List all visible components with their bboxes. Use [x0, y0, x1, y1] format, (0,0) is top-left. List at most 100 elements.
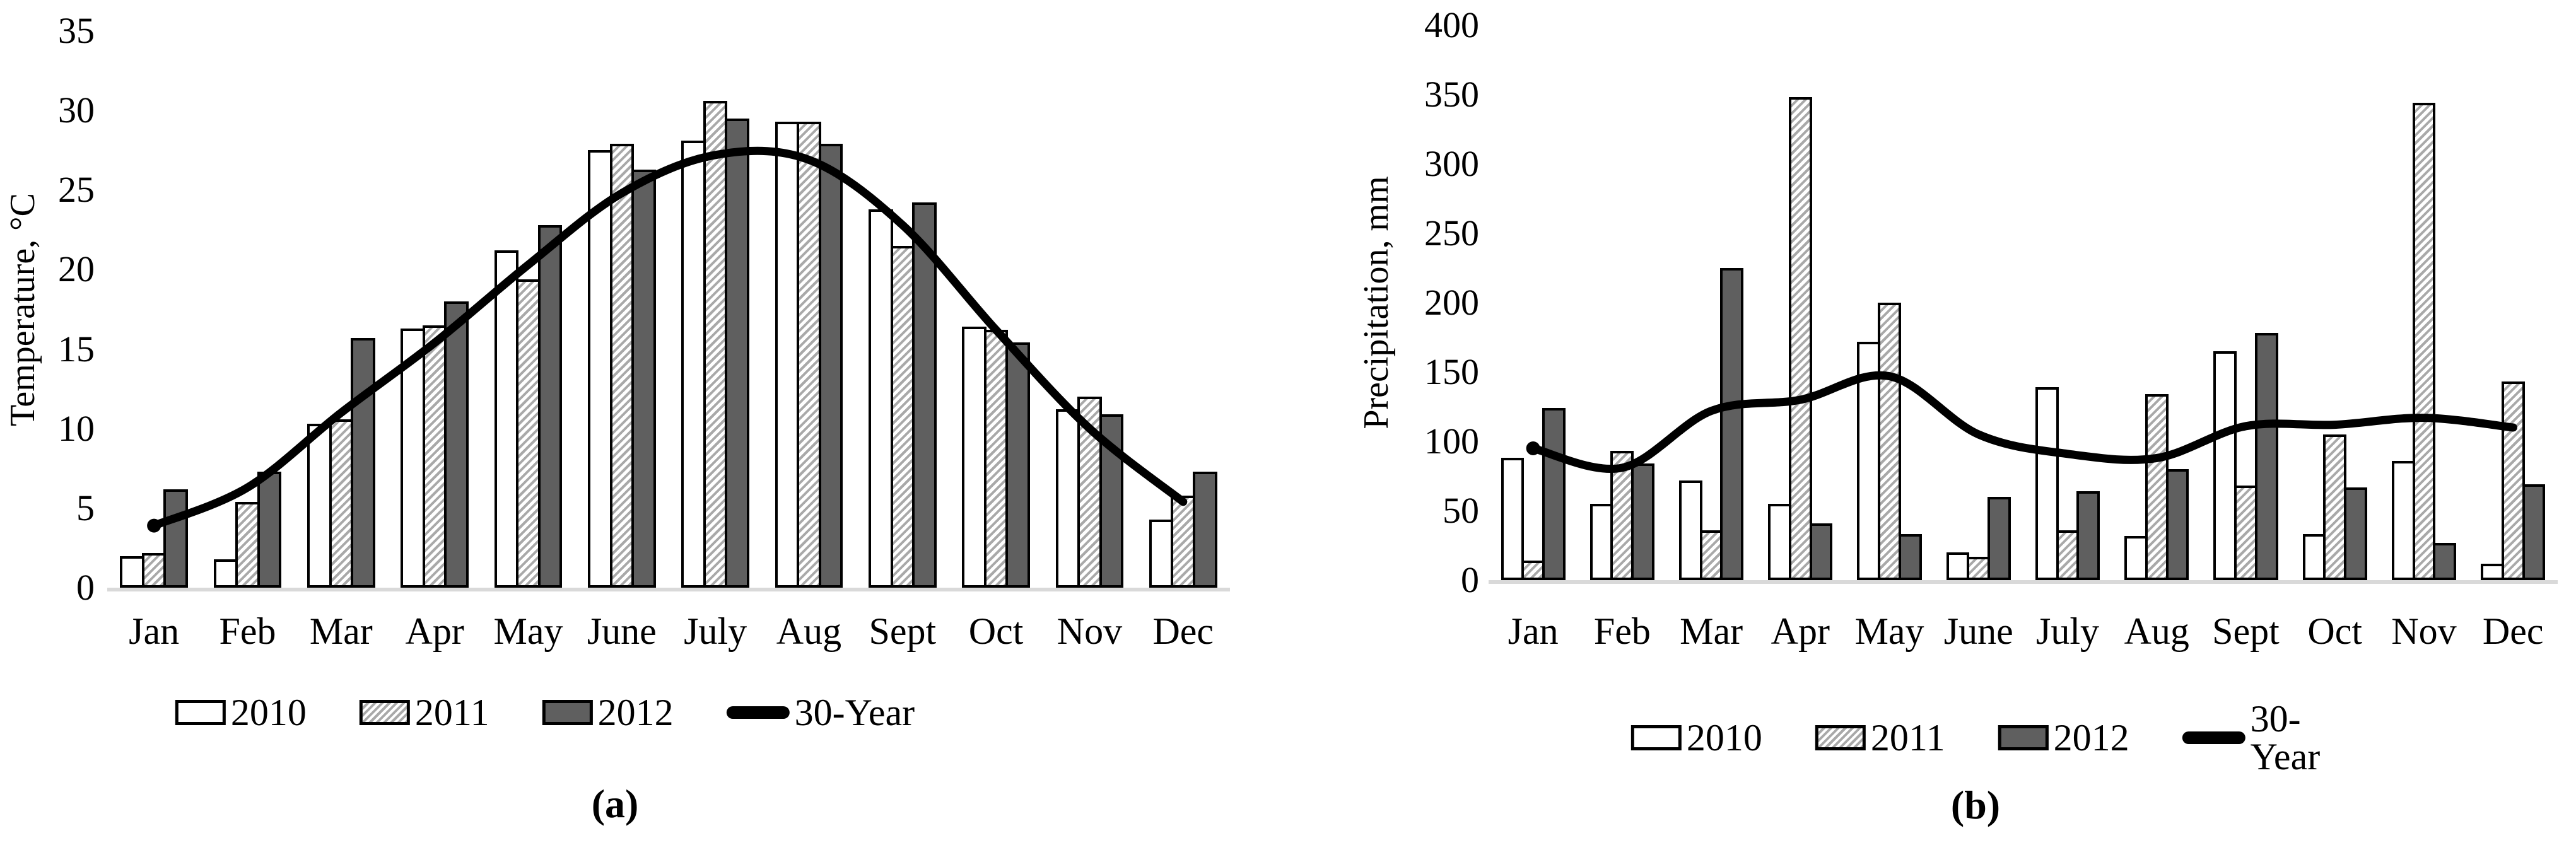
bar-2010-july	[2035, 387, 2059, 580]
y-tick-label: 5	[76, 487, 95, 528]
legend-label: 30-Year	[2250, 698, 2321, 777]
trend-line-start-dot	[1526, 441, 1540, 455]
bar-2012-july	[725, 118, 749, 588]
bar-2012-jan	[163, 489, 188, 588]
chart-panel-precipitation: Precipitation, mm 400 350 300 250 200 150 100 5…	[1288, 0, 2576, 850]
bar-group-sept	[856, 31, 949, 588]
bar-2011-nov	[2412, 103, 2436, 580]
bar-2012-apr	[1809, 523, 1833, 580]
bar-2012-dec	[2522, 484, 2546, 580]
bar-group-dec	[1137, 31, 1230, 588]
x-axis-labels: Jan Feb Mar Apr May June July Aug Sept Oct Nov Dec	[1489, 610, 2558, 652]
bar-2010-oct	[962, 327, 986, 588]
trend-line-path	[149, 146, 1188, 530]
bar-2012-aug	[818, 144, 843, 588]
plot-area	[107, 31, 1230, 591]
x-tick-label-sept: Sept	[2212, 610, 2280, 652]
bar-2012-aug	[2165, 469, 2189, 580]
legend-swatch-30-year-line	[2182, 731, 2245, 744]
y-tick-label: 15	[58, 328, 95, 370]
bar-2012-july	[2076, 491, 2100, 580]
x-tick-label-may: May	[493, 610, 563, 652]
x-tick-label-oct: Oct	[2307, 610, 2363, 652]
bar-group-apr	[388, 31, 481, 588]
bar-2012-oct	[2344, 487, 2367, 580]
y-tick-label: 30	[58, 90, 95, 131]
x-tick-label-june: June	[1943, 610, 2013, 652]
y-tick-label: 100	[1424, 421, 1479, 462]
bar-2012-june	[631, 169, 656, 588]
legend-label: 2012	[2053, 717, 2129, 759]
bar-group-may	[481, 31, 575, 588]
y-axis-tick-labels: 400 350 300 250 200 150 100 50 0	[1288, 7, 1479, 598]
bar-group-nov	[1043, 31, 1136, 588]
x-tick-label-nov: Nov	[1057, 610, 1123, 652]
bar-2012-nov	[1099, 414, 1124, 588]
legend-label: 2012	[597, 692, 674, 733]
y-tick-label: 300	[1424, 143, 1479, 184]
bar-2012-june	[1988, 497, 2011, 580]
x-tick-label-oct: Oct	[968, 610, 1024, 652]
bar-2010-mar	[1679, 480, 1702, 580]
legend-item-2012: 2012	[1998, 719, 2129, 757]
x-tick-label-july: July	[684, 610, 747, 652]
bar-2010-dec	[1149, 519, 1174, 588]
y-tick-label: 400	[1424, 4, 1479, 45]
legend-item-2010: 2010	[175, 694, 307, 731]
y-axis-tick-labels: 35 30 25 20 15 10 5 0	[0, 13, 95, 606]
bar-2011-apr	[1788, 97, 1812, 580]
bar-2010-nov	[1055, 409, 1080, 588]
bar-group-july	[669, 31, 762, 588]
x-tick-label-apr: Apr	[405, 610, 464, 652]
trend-line-start-dot	[147, 518, 161, 533]
x-tick-label-may: May	[1854, 610, 1924, 652]
legend-item-2010: 2010	[1630, 719, 1762, 757]
bar-group-july	[2023, 25, 2112, 580]
x-tick-label-nov: Nov	[2391, 610, 2457, 652]
bar-group-feb	[201, 31, 294, 588]
x-tick-label-feb: Feb	[219, 610, 276, 652]
bar-2012-may	[537, 224, 563, 588]
legend-swatch-2011	[359, 700, 410, 725]
bar-2011-mar	[329, 419, 354, 588]
bar-group-apr	[1756, 25, 1845, 580]
y-tick-label: 10	[58, 407, 95, 449]
legend-swatch-2012	[1998, 725, 2049, 750]
bar-2012-dec	[1193, 471, 1217, 588]
bar-2010-jan	[120, 556, 144, 588]
bar-2012-oct	[1005, 342, 1030, 588]
y-tick-label: 0	[1461, 559, 1479, 600]
legend: 2010 2011 2012 30-Year	[175, 694, 915, 731]
x-tick-label-mar: Mar	[309, 610, 373, 652]
bar-group-mar	[295, 31, 388, 588]
bar-2012-jan	[1542, 408, 1566, 580]
bar-group-jan	[1489, 25, 1578, 580]
y-tick-label: 200	[1424, 282, 1479, 323]
bar-2010-sept	[2213, 351, 2237, 580]
x-axis-labels: Jan Feb Mar Apr May June July Aug Sept Oct Nov Dec	[107, 610, 1230, 652]
trend-line-path	[1529, 371, 2517, 473]
trend-line-30-year	[147, 146, 1188, 533]
y-tick-label: 25	[58, 169, 95, 211]
panel-caption: (b)	[1950, 783, 2001, 827]
legend: 2010 2011 2012 30-Year	[1630, 698, 2321, 777]
bar-2010-jan	[1501, 458, 1525, 580]
bar-groups	[107, 31, 1230, 588]
x-tick-label-july: July	[2036, 610, 2100, 652]
y-tick-label: 350	[1424, 74, 1479, 115]
legend-item-30-year: 30-Year	[726, 694, 915, 731]
legend-swatch-30-year-line	[726, 706, 790, 719]
bar-group-aug	[762, 31, 855, 588]
x-tick-label-feb: Feb	[1593, 610, 1651, 652]
bar-2010-apr	[401, 328, 425, 588]
bar-group-june	[1934, 25, 2023, 580]
x-tick-label-jan: Jan	[1508, 610, 1559, 652]
bar-group-feb	[1578, 25, 1666, 580]
legend-item-2012: 2012	[542, 694, 674, 731]
bar-group-june	[575, 31, 669, 588]
legend-swatch-2010	[1630, 725, 1682, 750]
legend-item-2011: 2011	[1815, 719, 1945, 757]
bar-2012-may	[1898, 534, 1922, 580]
bar-2011-dec	[2501, 381, 2525, 580]
y-tick-label: 0	[76, 567, 95, 608]
